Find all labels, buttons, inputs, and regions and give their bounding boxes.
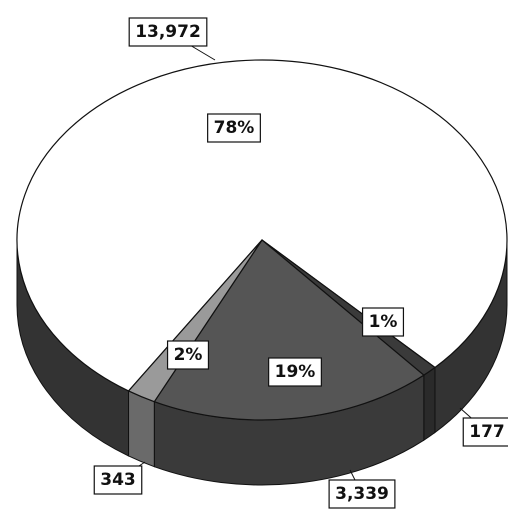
percent-label: 2%	[174, 345, 203, 365]
value-label-group: 177	[462, 417, 508, 447]
value-label-box	[93, 465, 143, 495]
pie-slice	[127, 239, 263, 403]
percent-label-group: 1%	[361, 307, 405, 337]
pie-tops	[16, 59, 508, 421]
percent-label-box	[361, 307, 405, 337]
pie-sides	[16, 239, 508, 486]
pie-slice-side	[128, 390, 155, 468]
percent-label-group: 2%	[166, 340, 210, 370]
percent-label: 1%	[369, 312, 398, 332]
value-label-group: 13,972	[128, 17, 208, 47]
value-label-box	[128, 17, 208, 47]
value-label: 13,972	[135, 22, 201, 42]
percent-label-box	[268, 357, 322, 387]
percent-label: 78%	[214, 118, 255, 138]
value-label-group: 343	[93, 465, 143, 495]
percent-label-box	[166, 340, 210, 370]
percent-label-box	[207, 113, 261, 143]
pie-slice	[153, 239, 425, 421]
value-label-group: 3,339	[328, 479, 396, 509]
value-label-box	[462, 417, 508, 447]
value-label: 177	[469, 422, 505, 442]
value-label: 3,339	[335, 484, 389, 504]
percent-label: 19%	[275, 362, 316, 382]
percent-label-group: 19%	[268, 357, 322, 387]
value-label-box	[328, 479, 396, 509]
percent-label-group: 78%	[207, 113, 261, 143]
pie-slice-side	[423, 366, 436, 442]
value-label: 343	[100, 470, 136, 490]
